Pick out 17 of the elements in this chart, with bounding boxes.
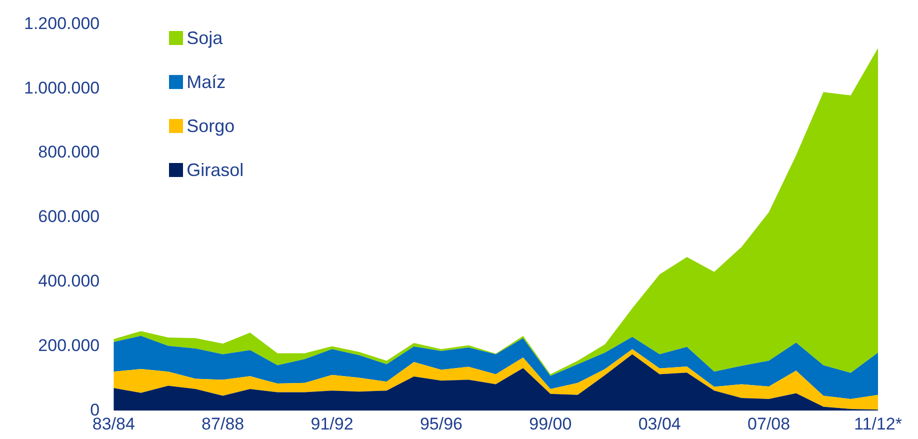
y-tick-label: 200.000 [38,336,100,355]
x-tick-label: 95/96 [420,414,462,434]
legend-label: Girasol [186,160,244,181]
legend-label: Sorgo [186,116,235,137]
legend-label: Maíz [186,72,226,93]
x-tick-label: 99/00 [529,414,572,434]
y-tick-label: 400.000 [38,271,100,290]
y-tick-label: 600.000 [38,207,100,226]
y-tick-label: 1.200.000 [24,14,100,33]
x-tick-label: 91/92 [310,414,354,434]
y-tick-label: 1.000.000 [24,78,100,98]
x-tick-label: 11/12* [854,414,902,434]
legend-label: Soja [186,28,223,49]
x-tick-label: 03/04 [638,414,681,434]
x-tick-label: 07/08 [748,414,790,434]
y-tick-label: 800.000 [38,142,100,162]
x-tick-label: 87/88 [202,414,244,434]
